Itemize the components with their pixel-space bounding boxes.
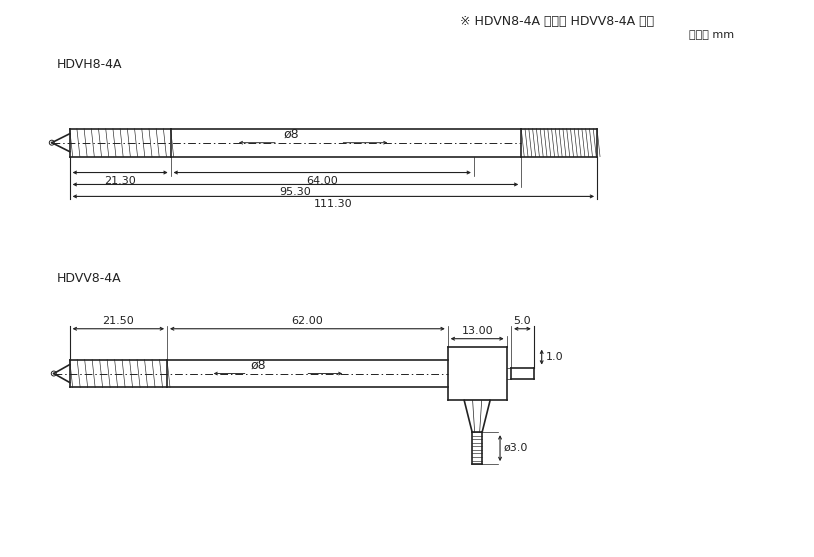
- Text: 21.50: 21.50: [103, 316, 134, 326]
- Text: 13.00: 13.00: [462, 326, 493, 336]
- Text: HDVH8-4A: HDVH8-4A: [57, 58, 122, 71]
- Text: 111.30: 111.30: [314, 199, 352, 209]
- Text: 单位： mm: 单位： mm: [689, 30, 733, 40]
- Text: ø8: ø8: [284, 128, 300, 141]
- Text: 95.30: 95.30: [279, 188, 311, 197]
- Text: ø8: ø8: [251, 359, 266, 372]
- Text: ※ HDVN8-4A 尺寸与 HDVV8-4A 相同: ※ HDVN8-4A 尺寸与 HDVV8-4A 相同: [460, 16, 654, 28]
- Text: ø3.0: ø3.0: [504, 443, 528, 453]
- Text: 64.00: 64.00: [306, 175, 338, 185]
- Text: 1.0: 1.0: [545, 352, 563, 362]
- Text: 62.00: 62.00: [291, 316, 323, 326]
- Text: 21.30: 21.30: [104, 175, 136, 185]
- Text: HDVV8-4A: HDVV8-4A: [57, 272, 121, 285]
- Text: 5.0: 5.0: [514, 316, 532, 326]
